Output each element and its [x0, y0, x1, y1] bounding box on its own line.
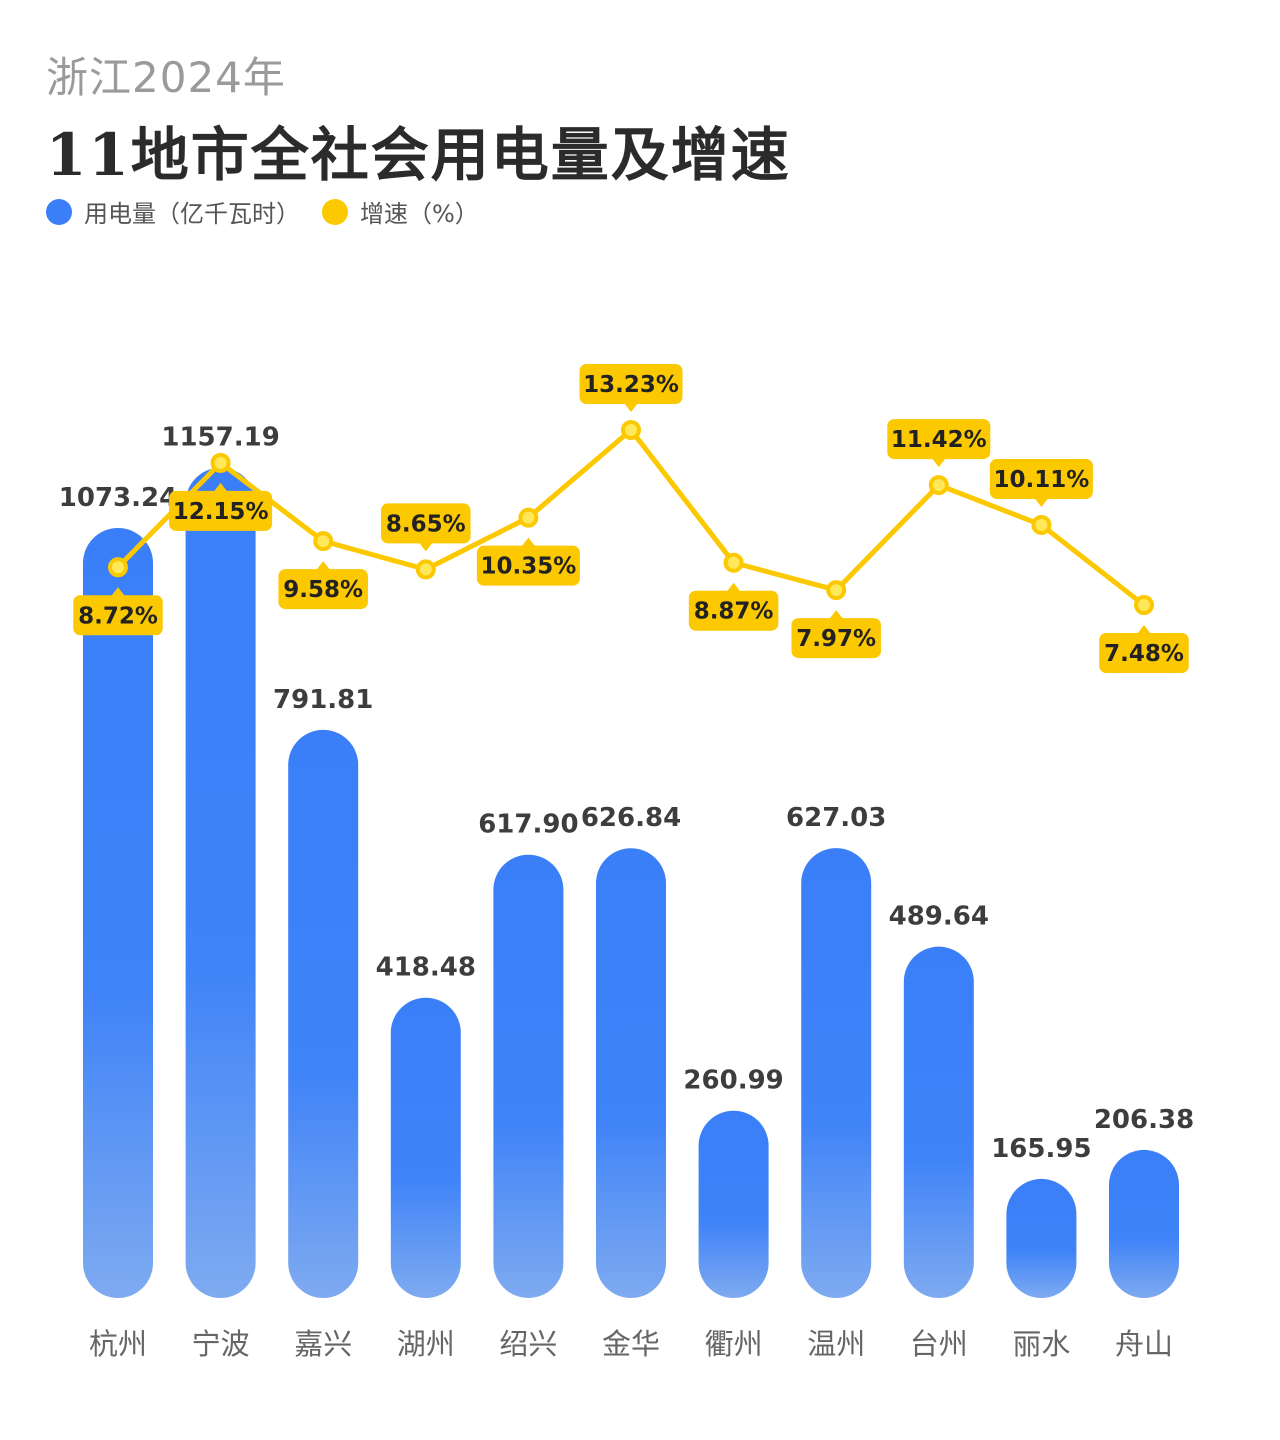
bar-湖州 — [390, 997, 461, 1299]
bar-金华 — [596, 848, 666, 1298]
bar-台州 — [903, 946, 974, 1299]
legend: 用电量（亿千瓦时） 增速（%） — [46, 194, 501, 229]
bar-value-label: 617.90 — [478, 810, 578, 840]
category-label: 丽水 — [1012, 1327, 1070, 1361]
growth-point — [1134, 595, 1154, 615]
growth-point — [518, 507, 539, 528]
bar-value-label: 260.99 — [683, 1066, 783, 1096]
growth-point — [210, 452, 231, 473]
category-label: 湖州 — [397, 1327, 455, 1361]
growth-point — [928, 475, 949, 496]
bar-丽水 — [1006, 1178, 1077, 1299]
svg-text:8.65%: 8.65% — [386, 511, 466, 537]
growth-point — [415, 559, 436, 580]
growth-line-layer: 8.72% 12.15% 9.58% 8.65% 10.35% 13.23% 8.87% 7.… — [73, 364, 1189, 673]
growth-point — [108, 557, 128, 578]
chart-title: 11地市全社会用电量及增速 — [46, 121, 791, 189]
category-label: 宁波 — [192, 1327, 250, 1361]
bar-value-label: 418.48 — [376, 953, 476, 983]
legend-growth-swatch — [322, 198, 348, 225]
svg-text:13.23%: 13.23% — [583, 372, 679, 398]
growth-label: 13.23% — [579, 364, 683, 412]
bar-舟山 — [1109, 1149, 1179, 1298]
category-label: 台州 — [910, 1327, 968, 1361]
bar-嘉兴 — [288, 729, 359, 1299]
growth-point — [1031, 514, 1052, 535]
svg-text:8.72%: 8.72% — [78, 603, 158, 629]
bar-value-label: 791.81 — [273, 685, 373, 715]
bar-value-label: 489.64 — [889, 902, 989, 932]
growth-label: 7.48% — [1099, 625, 1189, 673]
growth-label: 9.58% — [278, 561, 368, 610]
growth-label: 10.11% — [989, 458, 1093, 507]
svg-text:12.15%: 12.15% — [173, 499, 269, 525]
category-label: 绍兴 — [499, 1327, 557, 1361]
growth-point — [621, 420, 641, 440]
category-label: 金华 — [602, 1327, 660, 1361]
growth-label: 8.87% — [688, 582, 779, 631]
growth-point — [723, 552, 744, 573]
growth-point — [826, 580, 847, 601]
category-label: 嘉兴 — [294, 1327, 352, 1361]
growth-point — [313, 531, 334, 552]
legend-growth-label: 增速（%） — [360, 200, 479, 228]
bar-value-label: 206.38 — [1094, 1105, 1194, 1135]
svg-text:8.87%: 8.87% — [694, 599, 774, 625]
bar-value-label: 1157.19 — [161, 423, 279, 453]
legend-usage-swatch — [46, 198, 72, 225]
bar-value-label: 626.84 — [581, 803, 681, 833]
bars-layer: 1073.24 1157.19 791.81 418.48 617.90 626.84 26… — [59, 423, 1194, 1299]
bar-绍兴 — [493, 854, 564, 1298]
legend-item-usage: 用电量（亿千瓦时） — [46, 194, 300, 229]
category-label: 温州 — [807, 1327, 865, 1361]
bar-value-label: 165.95 — [991, 1134, 1091, 1164]
bar-value-label: 627.03 — [786, 803, 886, 833]
category-label: 衢州 — [705, 1327, 763, 1361]
growth-label: 7.97% — [791, 610, 881, 659]
svg-text:7.48%: 7.48% — [1104, 641, 1184, 667]
category-label: 舟山 — [1115, 1327, 1173, 1361]
bar-value-label: 1073.24 — [59, 483, 177, 513]
growth-label: 12.15% — [169, 482, 273, 531]
growth-label: 10.35% — [476, 537, 580, 586]
legend-item-growth: 增速（%） — [322, 194, 479, 229]
bar-衢州 — [698, 1110, 769, 1299]
category-label: 杭州 — [89, 1327, 147, 1361]
svg-text:11.42%: 11.42% — [891, 427, 987, 453]
bar-温州 — [801, 848, 872, 1299]
svg-text:10.11%: 10.11% — [994, 467, 1090, 493]
chart-subtitle: 浙江2024年 — [46, 53, 286, 102]
growth-label: 11.42% — [887, 419, 991, 468]
bar-杭州 — [83, 527, 153, 1298]
legend-usage-label: 用电量（亿千瓦时） — [84, 200, 300, 228]
svg-text:7.97%: 7.97% — [796, 626, 876, 652]
bar-宁波 — [185, 467, 256, 1299]
category-labels: 杭州 宁波 嘉兴 湖州 绍兴 金华 衢州 温州 台州 丽水 舟山 — [89, 1327, 1173, 1361]
svg-text:9.58%: 9.58% — [283, 577, 363, 603]
growth-label: 8.72% — [73, 587, 163, 636]
growth-label: 8.65% — [381, 503, 471, 552]
svg-text:10.35%: 10.35% — [481, 554, 577, 580]
